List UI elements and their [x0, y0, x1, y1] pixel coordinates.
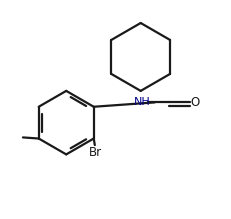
Text: Br: Br	[89, 146, 103, 159]
Text: O: O	[191, 96, 200, 109]
Text: NH: NH	[134, 97, 151, 107]
